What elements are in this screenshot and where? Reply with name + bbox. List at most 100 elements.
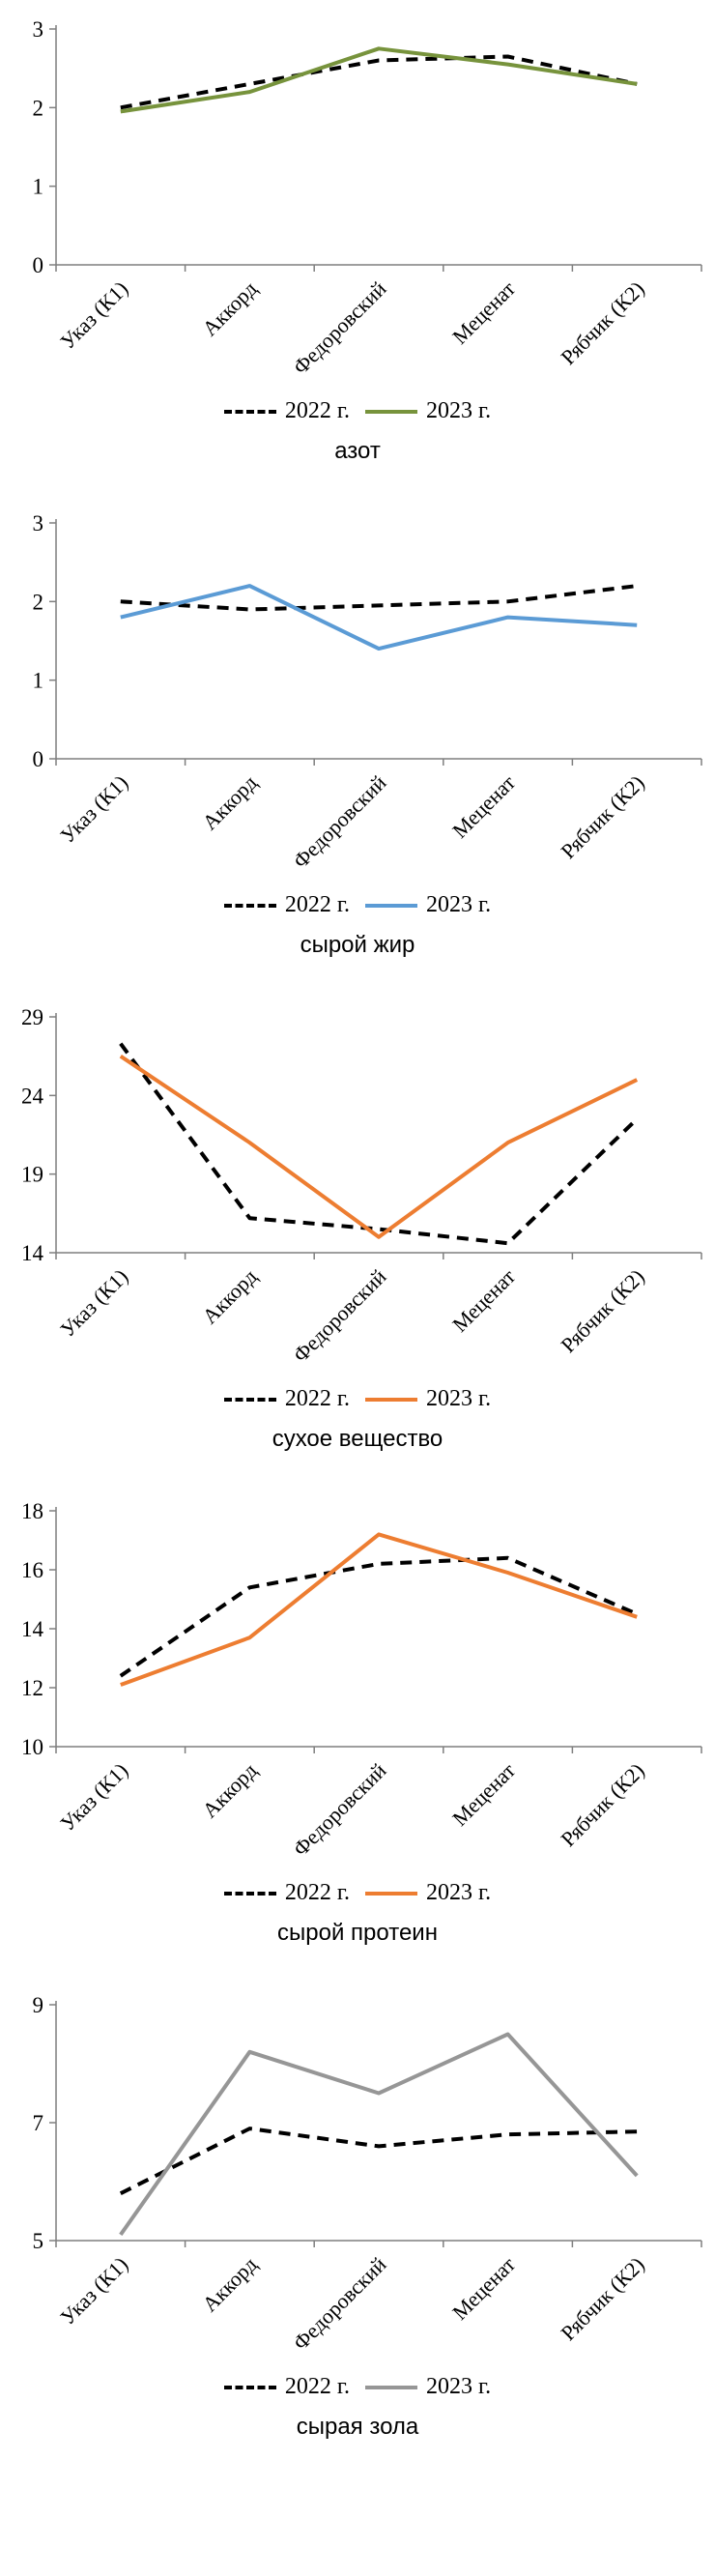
y-tick-label: 14 — [21, 1241, 44, 1265]
series-line-2023г — [120, 1532, 638, 1687]
y-tick-label: 29 — [21, 1005, 43, 1029]
y-tick-label: 12 — [21, 1676, 43, 1700]
y-tick-label: 16 — [21, 1558, 43, 1582]
legend-label-2022: 2022 г. — [284, 398, 350, 423]
legend-line-2023 — [365, 903, 417, 908]
chart-section-syraya-zola: 5 7 9 Указ (К1) Аккорд Федоровский Меценат Рябч… — [0, 1980, 715, 2474]
chart-title: сырой протеин — [277, 1920, 438, 1946]
legend-line-2022 — [223, 1891, 276, 1896]
legend-line-2022 — [223, 1397, 276, 1402]
legend-line-2022 — [223, 2385, 276, 2389]
x-category-label: Указ (К1) — [55, 2252, 132, 2330]
series-line-2023г — [119, 1055, 639, 1239]
legend-label-2022: 2022 г. — [284, 2374, 350, 2399]
x-category-label: Рябчик (К2) — [556, 1264, 648, 1357]
legend-label-2023: 2023 г. — [426, 398, 492, 423]
x-category-label: Указ (К1) — [55, 1264, 132, 1342]
x-category-label: Федоровский — [288, 2252, 390, 2355]
y-tick-label: 2 — [33, 590, 44, 614]
legend-label-2023: 2023 г. — [426, 2374, 492, 2399]
series-line-2022г — [120, 54, 638, 110]
chart-title: сырая зола — [296, 2414, 419, 2440]
legend-line-2023 — [365, 1397, 417, 1402]
plot-syroy-zhir: 0 1 2 3 Указ (К1) Аккорд Федоровский Меценат Ряб… — [33, 511, 702, 873]
legend-label-2023: 2023 г. — [426, 1880, 492, 1905]
chart-section-azot: 0 1 2 3 Указ (К1) Аккорд Федоровский Меценат Ряб… — [0, 4, 715, 498]
x-category-label: Рябчик (К2) — [556, 1758, 648, 1851]
y-tick-label: 0 — [33, 253, 44, 277]
y-tick-label: 9 — [33, 1993, 44, 2017]
x-category-label: Аккорд — [197, 1758, 262, 1823]
x-category-label: Указ (К1) — [55, 276, 132, 354]
x-category-label: Аккорд — [197, 770, 262, 835]
x-category-label: Аккорд — [197, 2252, 262, 2317]
x-category-label: Федоровский — [288, 770, 390, 873]
legend-item-2022: 2022 г. — [223, 1880, 350, 1906]
y-tick-label: 19 — [21, 1163, 43, 1187]
x-category-label: Указ (К1) — [55, 770, 132, 848]
legend-line-2023 — [365, 409, 417, 414]
legend-label-2022: 2022 г. — [284, 892, 350, 917]
x-category-label: Рябчик (К2) — [556, 770, 648, 863]
chart-title: азот — [334, 438, 381, 464]
y-tick-label: 5 — [33, 2229, 44, 2253]
y-tick-label: 3 — [33, 511, 44, 535]
legend-label-2023: 2023 г. — [426, 892, 492, 917]
legend-line-2023 — [365, 1891, 417, 1896]
legend: 2022 г. 2023 г. — [223, 892, 491, 918]
y-tick-label: 14 — [21, 1617, 44, 1641]
legend-item-2023: 2023 г. — [365, 2374, 491, 2400]
legend-line-2023 — [365, 2385, 417, 2389]
legend-item-2023: 2023 г. — [365, 892, 491, 918]
chart-title: сухое вещество — [272, 1426, 443, 1452]
series-line-2023г — [120, 46, 638, 114]
y-tick-label: 18 — [21, 1499, 43, 1523]
series-line-2022г — [119, 2127, 638, 2195]
x-category-label: Федоровский — [288, 276, 390, 379]
series-line-2022г — [119, 1555, 638, 1678]
series-line-2022г — [120, 584, 638, 612]
y-tick-label: 2 — [33, 96, 44, 120]
chart-section-sukhoe-veshchestvo: 14 19 24 29 Указ (К1) Аккорд Федоровский Мецена… — [0, 992, 715, 1486]
legend-label-2022: 2022 г. — [284, 1880, 350, 1905]
legend-item-2022: 2022 г. — [223, 1386, 350, 1412]
y-tick-label: 10 — [21, 1735, 43, 1759]
x-category-label: Федоровский — [288, 1758, 390, 1861]
y-tick-label: 24 — [21, 1084, 44, 1108]
legend-item-2023: 2023 г. — [365, 1386, 491, 1412]
x-category-label: Меценат — [447, 1264, 520, 1337]
y-tick-label: 7 — [33, 2111, 44, 2135]
x-category-label: Меценат — [447, 770, 520, 843]
charts-container: 0 1 2 3 Указ (К1) Аккорд Федоровский Меценат Ряб… — [0, 4, 715, 2474]
legend-item-2023: 2023 г. — [365, 1880, 491, 1906]
plot-azot: 0 1 2 3 Указ (К1) Аккорд Федоровский Меценат Ряб… — [33, 17, 702, 379]
chart-section-syroy-zhir: 0 1 2 3 Указ (К1) Аккорд Федоровский Меценат Ряб… — [0, 498, 715, 992]
y-tick-label: 0 — [33, 747, 44, 771]
x-category-label: Рябчик (К2) — [556, 276, 648, 369]
chart-title: сырой жир — [300, 932, 415, 958]
series-line-2023г — [119, 2032, 639, 2237]
legend-item-2022: 2022 г. — [223, 2374, 350, 2400]
x-category-label: Аккорд — [197, 1264, 262, 1329]
y-tick-label: 3 — [33, 17, 44, 42]
x-category-label: Федоровский — [288, 1264, 390, 1367]
legend: 2022 г. 2023 г. — [223, 1386, 491, 1412]
legend-item-2022: 2022 г. — [223, 398, 350, 424]
legend-label-2023: 2023 г. — [426, 1386, 492, 1411]
series-line-2022г — [119, 1042, 639, 1246]
legend-item-2023: 2023 г. — [365, 398, 491, 424]
x-category-label: Меценат — [447, 276, 520, 349]
plot-syraya-zola: 5 7 9 Указ (К1) Аккорд Федоровский Меценат Рябч… — [33, 1993, 702, 2355]
x-category-label: Указ (К1) — [55, 1758, 132, 1836]
legend-line-2022 — [223, 409, 276, 414]
legend-line-2022 — [223, 903, 276, 908]
chart-section-syroy-protein: 10 12 14 16 18 Указ (К1) Аккорд Федоровский Меце… — [0, 1486, 715, 1980]
legend: 2022 г. 2023 г. — [223, 1880, 491, 1906]
y-tick-label: 1 — [33, 175, 44, 199]
series-line-2023г — [120, 584, 638, 651]
x-category-label: Рябчик (К2) — [556, 2252, 648, 2345]
legend: 2022 г. 2023 г. — [223, 2374, 491, 2400]
x-category-label: Меценат — [447, 2252, 520, 2325]
plot-syroy-protein: 10 12 14 16 18 Указ (К1) Аккорд Федоровский Меце… — [21, 1499, 702, 1861]
legend: 2022 г. 2023 г. — [223, 398, 491, 424]
